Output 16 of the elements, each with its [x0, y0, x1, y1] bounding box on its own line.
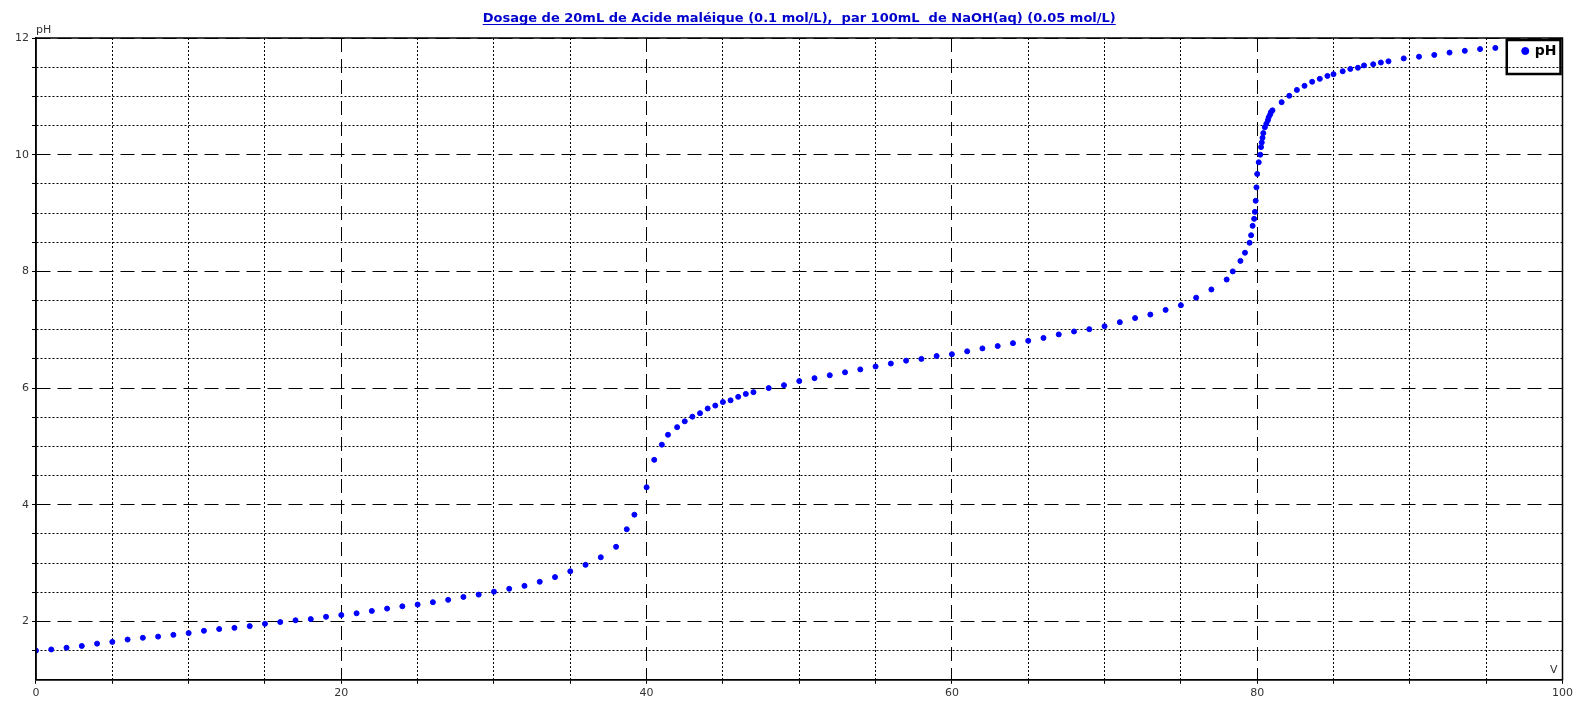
y-tick-label: 8: [22, 264, 29, 278]
x-tick-label: 60: [944, 686, 959, 700]
x-axis-title: V: [1549, 663, 1558, 677]
chart-title: Dosage de 20mL de Acide maléique (0.1 mol/L), par 100mL de NaOH(aq) (0.05 mol/L): [482, 10, 1116, 25]
y-tick-label: 10: [15, 147, 29, 161]
x-tick-label: 80: [1250, 686, 1265, 700]
y-tick-label: 2: [22, 614, 29, 628]
x-tick-label: 40: [639, 686, 654, 700]
y-axis-title: pH: [36, 23, 52, 37]
legend-label: pH: [1534, 41, 1557, 58]
y-tick-label: 6: [22, 380, 29, 394]
x-tick-label: 100: [1552, 686, 1573, 700]
x-tick-label: 20: [334, 686, 349, 700]
x-tick-label: 0: [32, 686, 40, 700]
y-tick-label: 12: [15, 30, 29, 44]
y-tick-label: 4: [22, 497, 29, 511]
